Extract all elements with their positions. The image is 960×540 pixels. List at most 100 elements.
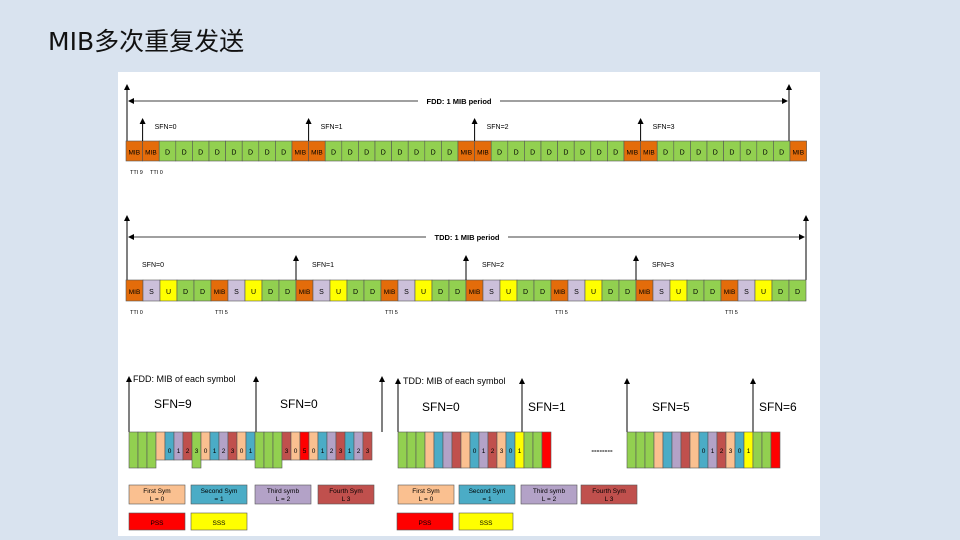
tdd-subframe-label: D: [625, 289, 630, 296]
tdd-subframe-label: MIB: [299, 289, 311, 296]
tdd-symbol-cell: [662, 431, 673, 469]
legend-fourth-sym: [317, 484, 375, 505]
tdd-symbol-title: TDD: MIB of each symbol: [403, 376, 506, 386]
tdd-symbol-index: 0: [509, 448, 513, 455]
legend-pss-label: PSS: [150, 520, 164, 527]
fdd-symbol-cell: [308, 431, 319, 461]
tdd-symbol-index: 0: [473, 448, 477, 455]
fdd-period-arrow-right-head: [782, 98, 788, 104]
legend-fourth-sym-label: Fourth Sym: [592, 488, 626, 495]
fdd-symbol-index: 1: [348, 448, 352, 455]
tdd-period-arrow-left-head: [128, 234, 134, 240]
tdd-subframe-label: U: [591, 289, 596, 296]
fdd-sfn-label: SFN=3: [653, 124, 675, 131]
tdd-symbol-index: 2: [491, 448, 495, 455]
tdd-symbol-cell: [680, 431, 691, 469]
tdd-sfn-label: SFN=3: [652, 262, 674, 269]
tdd-symbol-cell: [442, 431, 453, 469]
tdd-symbol-cell: [541, 431, 552, 469]
fdd-subframe-label: MIB: [461, 150, 473, 157]
tdd-subframe-label: D: [438, 289, 443, 296]
fdd-symbol-cell: [254, 431, 265, 469]
tdd-symbol-sfn-label: SFN=5: [652, 400, 690, 414]
tdd-period-label: TDD: 1 MIB period: [435, 233, 500, 242]
tdd-symbol-cell: [626, 431, 637, 469]
fdd-symbol-index: 2: [222, 448, 226, 455]
legend-fourth-sym: [580, 484, 638, 505]
tdd-subframe-label: U: [251, 289, 256, 296]
tdd-symbol-cell: [460, 431, 471, 469]
fdd-symbol-cell: [227, 431, 238, 461]
tdd-subframe-label: D: [455, 289, 460, 296]
tdd-subframe-label: D: [353, 289, 358, 296]
tdd-symbol-cell: [523, 431, 534, 469]
tdd-sfn-arrow-head: [633, 255, 639, 261]
fdd-subframe-label: D: [563, 150, 568, 157]
fdd-subframe-label: D: [331, 150, 336, 157]
tdd-subframe-label: MIB: [554, 289, 566, 296]
fdd-symbol-cell: [335, 431, 346, 461]
fdd-symbol-cell: [299, 431, 310, 461]
fdd-symbol-cell: [245, 431, 256, 461]
tdd-symbol-index: 2: [720, 448, 724, 455]
ellipsis-separator: --------: [591, 446, 613, 455]
fdd-subframe-label: D: [281, 150, 286, 157]
legend-pss: [396, 512, 454, 531]
fdd-symbol-cell: [236, 431, 247, 461]
fdd-subframe-label: D: [580, 150, 585, 157]
fdd-subframe-label: D: [397, 150, 402, 157]
tdd-symbol-sfn-label: SFN=6: [759, 400, 797, 414]
tdd-subframe-label: D: [285, 289, 290, 296]
tdd-symbol-cell: [752, 431, 763, 469]
fdd-symbol-cell: [344, 431, 355, 461]
tdd-symbol-cell: [532, 431, 543, 469]
fdd-subframe-label: D: [613, 150, 618, 157]
fdd-symbol-index: 5: [303, 448, 307, 455]
fdd-symbol-cell: [128, 431, 139, 469]
tdd-subframe-label: U: [676, 289, 681, 296]
fdd-subframe-label: D: [447, 150, 452, 157]
tdd-subframe-label: D: [200, 289, 205, 296]
tdd-subframe-label: D: [540, 289, 545, 296]
fdd-symbol-index: 1: [177, 448, 181, 455]
tdd-period-arrow-right-head: [799, 234, 805, 240]
fdd-subframe-label: D: [198, 150, 203, 157]
fdd-symbol-index: 0: [204, 448, 208, 455]
fdd-subframe-label: D: [364, 150, 369, 157]
fdd-subframe-label: D: [431, 150, 436, 157]
fdd-symbol-cell: [353, 431, 364, 461]
legend-second-sym-label: Second Sym: [469, 488, 506, 495]
legend-fourth-sym-label: Fourth Sym: [329, 488, 363, 495]
tdd-symbol-cell: [406, 431, 417, 469]
tdd-subframe-label: S: [489, 289, 494, 296]
legend-third-sym-label: L = 2: [542, 496, 557, 503]
tdd-symbol-index: 1: [482, 448, 486, 455]
tdd-subframe-label: D: [710, 289, 715, 296]
fdd-subframe-label: MIB: [627, 150, 639, 157]
fdd-subframe-label: D: [165, 150, 170, 157]
legend-first-sym-label: First Sym: [143, 488, 170, 495]
tdd-symbol-cell: [644, 431, 655, 469]
tdd-period-left-arrow-head: [124, 215, 130, 221]
fdd-symbol-cell: [200, 431, 211, 461]
tdd-subframe-label: D: [268, 289, 273, 296]
tdd-tti-label: TTI 0: [130, 310, 143, 316]
fdd-subframe-label: D: [680, 150, 685, 157]
legend-second-sym: [190, 484, 248, 505]
tdd-subframe-label: S: [744, 289, 749, 296]
fdd-period-left-arrow-head: [124, 84, 130, 90]
tdd-subframe-label: MIB: [639, 289, 651, 296]
fdd-tti-label: TTI 0: [150, 170, 163, 176]
fdd-symbol-index: 3: [231, 448, 235, 455]
fdd-symbol-cell: [155, 431, 166, 461]
tdd-symbol-right-arrow-2-head: [750, 378, 756, 384]
fdd-symbol-index: 3: [366, 448, 370, 455]
tdd-symbol-index: 1: [518, 448, 522, 455]
fdd-subframe-label: D: [729, 150, 734, 157]
tdd-symbol-right-arrow-1-head: [624, 378, 630, 384]
fdd-symbol-cell: [281, 431, 292, 461]
tdd-subframe-label: MIB: [724, 289, 736, 296]
fdd-subframe-label: MIB: [295, 150, 307, 157]
tdd-symbol-cell: [424, 431, 435, 469]
tdd-symbol-sfn-label: SFN=1: [528, 400, 566, 414]
